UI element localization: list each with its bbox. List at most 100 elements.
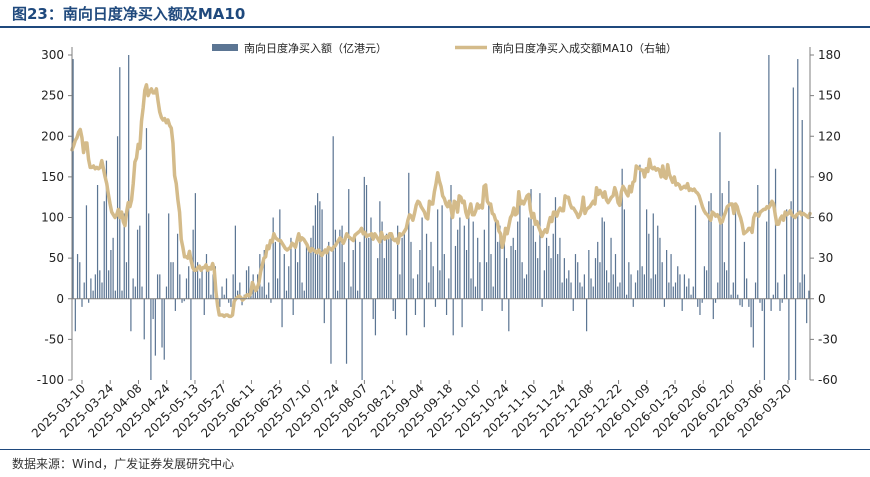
bar-134	[370, 217, 372, 299]
bar-85	[261, 286, 263, 299]
bar-273	[679, 274, 681, 299]
bar-254	[637, 270, 639, 299]
bar-215	[550, 258, 552, 299]
bar-131	[363, 176, 365, 299]
bar-137	[377, 258, 379, 299]
bar-93	[279, 209, 281, 299]
bar-319	[781, 298, 783, 303]
bar-122	[343, 262, 345, 299]
bar-260	[650, 278, 652, 299]
bar-200	[517, 221, 519, 299]
bar-51	[185, 278, 188, 299]
bar-262	[654, 274, 657, 299]
bar-305	[750, 298, 752, 328]
bar-80	[250, 294, 252, 299]
bar-321	[786, 209, 788, 299]
bar-18	[112, 237, 114, 299]
left-tick-label-7: 250	[41, 89, 64, 103]
bar-298	[734, 205, 737, 299]
bar-82	[254, 286, 256, 299]
bar-117	[332, 136, 334, 299]
right-tick-label-7: 150	[818, 89, 841, 103]
bar-237	[599, 262, 601, 299]
bar-186	[485, 262, 488, 299]
bar-326	[797, 59, 799, 299]
bar-231	[585, 298, 588, 332]
bar-9	[92, 290, 94, 299]
bar-160	[428, 282, 430, 299]
bar-197	[510, 245, 512, 299]
bar-69	[225, 278, 228, 299]
bar-301	[741, 298, 743, 307]
left-tick-label-0: -100	[37, 373, 64, 387]
bar-series-group	[72, 55, 810, 380]
right-tick-label-1: -30	[818, 332, 838, 346]
bar-162	[432, 266, 434, 299]
bar-157	[421, 217, 423, 299]
bar-257	[643, 274, 645, 299]
bar-195	[505, 258, 508, 299]
bar-2	[76, 254, 79, 299]
bar-36	[152, 298, 154, 320]
bar-272	[677, 266, 679, 299]
bar-182	[477, 237, 479, 299]
bar-311	[763, 298, 766, 380]
bar-246	[619, 282, 621, 299]
bar-130	[361, 298, 363, 380]
bar-88	[268, 282, 270, 299]
bar-176	[463, 225, 465, 299]
right-tick-label-0: -60	[818, 373, 838, 387]
bar-282	[699, 298, 701, 315]
bar-234	[592, 286, 594, 299]
ma10-line	[70, 83, 812, 319]
bar-233	[590, 278, 592, 299]
bar-98	[290, 237, 292, 299]
right-tick-label-6: 120	[818, 129, 841, 143]
bar-266	[663, 298, 666, 307]
bar-31	[141, 286, 143, 299]
bar-203	[523, 278, 525, 299]
bar-331	[808, 290, 810, 299]
bar-175	[461, 298, 463, 328]
bar-133	[368, 237, 370, 299]
bar-275	[683, 274, 686, 299]
bar-16	[108, 270, 110, 299]
bar-327	[799, 282, 801, 299]
bar-78	[245, 270, 248, 299]
left-tick-label-4: 100	[41, 211, 64, 225]
bar-68	[223, 294, 225, 299]
bar-146	[397, 225, 399, 299]
bar-208	[534, 241, 537, 299]
bar-270	[672, 286, 674, 299]
bar-306	[752, 298, 754, 348]
bar-192	[499, 225, 501, 299]
bar-242	[610, 237, 612, 299]
bar-172	[454, 245, 457, 299]
bar-164	[437, 209, 439, 299]
bar-295	[728, 180, 730, 299]
bar-87	[265, 294, 268, 299]
bar-72	[232, 274, 234, 299]
right-tick-label-2: 0	[818, 292, 826, 306]
bar-150	[405, 298, 408, 336]
bar-12	[99, 270, 101, 299]
bar-45	[172, 262, 174, 299]
bar-52	[188, 266, 190, 299]
bar-180	[472, 221, 474, 299]
axes-group: -100 -50 0 50 100 150 200 250 300 -60 -30 0 30 60 90 12…	[29, 47, 841, 440]
bar-261	[652, 213, 654, 299]
bar-210	[539, 193, 541, 299]
bar-57	[199, 278, 201, 299]
bar-106	[308, 250, 310, 299]
footer-divider	[0, 449, 870, 450]
bar-173	[457, 229, 459, 299]
bar-139	[381, 221, 383, 299]
bar-223	[568, 270, 570, 299]
bar-271	[674, 282, 677, 299]
legend-line-label: 南向日度净买入成交额MA10（右轴）	[492, 41, 677, 55]
bar-320	[783, 274, 786, 299]
bar-281	[697, 298, 699, 307]
bar-256	[641, 266, 643, 299]
bar-34	[148, 213, 150, 299]
bar-101	[297, 262, 299, 299]
